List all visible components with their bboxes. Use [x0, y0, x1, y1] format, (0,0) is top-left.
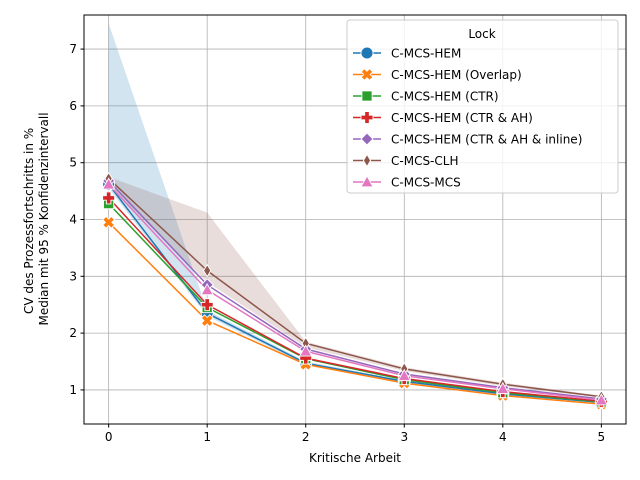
series-markers — [101, 171, 609, 411]
confidence-band — [108, 176, 602, 398]
data-point — [200, 314, 214, 328]
series-line — [108, 183, 602, 401]
x-tick-label: 5 — [598, 430, 606, 444]
x-axis-ticks: 0 1 2 3 4 5 — [105, 424, 605, 444]
legend-title: Lock — [468, 27, 495, 41]
legend-label: C-MCS-HEM (Overlap) — [391, 68, 522, 82]
y-tick-label: 2 — [69, 326, 77, 340]
y-tick-label: 7 — [69, 42, 77, 56]
data-point — [200, 298, 214, 312]
series-line — [108, 197, 602, 403]
legend-item: C-MCS-HEM (CTR & AH & inline) — [353, 132, 582, 147]
legend-label: C-MCS-HEM — [391, 47, 461, 61]
legend-label: C-MCS-HEM (CTR & AH) — [391, 111, 533, 125]
data-point — [200, 283, 214, 296]
y-tick-label: 6 — [69, 99, 77, 113]
y-tick-label: 3 — [69, 269, 77, 283]
y-tick-label: 5 — [69, 156, 77, 170]
data-point — [298, 344, 313, 357]
legend-item: C-MCS-HEM (CTR & AH) — [353, 111, 533, 125]
x-tick-label: 3 — [400, 430, 408, 444]
y-tick-label: 1 — [69, 383, 77, 397]
legend-label: C-MCS-CLH — [391, 154, 458, 168]
x-tick-label: 0 — [105, 430, 113, 444]
y-axis-label-line-1: CV des Prozessfortschritts in % — [22, 128, 36, 314]
x-tick-label: 1 — [203, 430, 211, 444]
series-line — [108, 203, 602, 403]
x-tick-label: 2 — [302, 430, 310, 444]
series-line — [108, 183, 602, 404]
data-point — [594, 393, 609, 406]
confidence-bands — [108, 23, 602, 403]
legend-marker — [361, 90, 373, 102]
legend-box — [346, 19, 619, 194]
data-point — [102, 191, 116, 205]
y-tick-label: 4 — [69, 213, 77, 227]
data-point — [496, 381, 510, 395]
data-point — [203, 263, 212, 278]
series-line — [108, 178, 602, 398]
legend-item: C-MCS-MCS — [353, 175, 461, 190]
legend-item: C-MCS-HEM (CTR) — [353, 90, 499, 104]
legend-items: C-MCS-HEM C-MCS-HEM (Overlap) C-MCS-HEM (C… — [353, 47, 582, 190]
legend-marker — [360, 46, 374, 60]
legend-label: C-MCS-HEM (CTR & AH & inline) — [391, 133, 582, 147]
legend-marker — [360, 68, 374, 81]
legend-item: C-MCS-CLH — [353, 153, 458, 168]
data-point — [397, 368, 412, 381]
legend-marker — [360, 132, 374, 146]
legend-item: C-MCS-HEM — [353, 47, 461, 61]
x-tick-label: 4 — [499, 430, 507, 444]
series-line — [108, 180, 602, 400]
y-axis-label-line-2: Median mit 95 % Konfidenzintervall — [37, 112, 51, 325]
data-point — [101, 177, 116, 190]
x-axis-label: Kritische Arbeit — [309, 451, 401, 465]
series-lines — [108, 178, 602, 405]
legend-marker — [362, 153, 372, 168]
legend-label: C-MCS-MCS — [391, 176, 461, 190]
legend-item: C-MCS-HEM (Overlap) — [353, 68, 522, 82]
series-line — [108, 221, 602, 405]
legend-marker — [360, 175, 374, 188]
data-point — [102, 215, 116, 229]
y-axis-ticks: 1 2 3 4 5 6 7 — [69, 42, 84, 397]
legend-marker — [360, 111, 374, 124]
legend-label: C-MCS-HEM (CTR) — [391, 90, 499, 104]
y-axis-label: CV des Prozessfortschritts in % Median m… — [22, 112, 51, 325]
